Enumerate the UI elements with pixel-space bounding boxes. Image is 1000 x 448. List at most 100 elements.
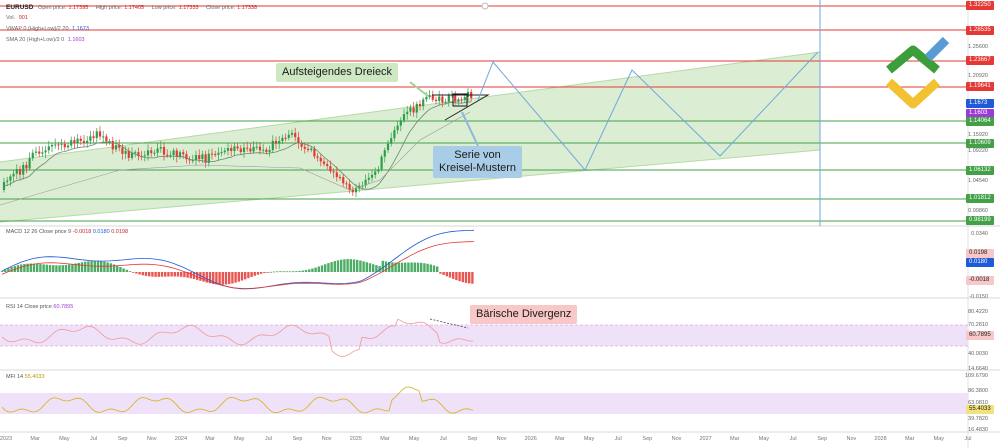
macd-histogram-bar — [61, 265, 64, 272]
candle-body — [390, 138, 393, 144]
mfi-tag: 55.4033 — [966, 405, 994, 414]
candle-body — [402, 114, 406, 121]
macd-histogram-bar — [381, 260, 384, 272]
time-tick: Jul — [964, 436, 972, 442]
rsi-tag: 60.7895 — [966, 331, 994, 340]
time-tick: May — [933, 436, 945, 442]
vwap-label: VWAP 0 (High+Low)/2 20 — [6, 26, 69, 32]
time-tick: Nov — [846, 436, 857, 442]
candle-body — [102, 136, 105, 138]
macd-histogram-bar — [352, 259, 356, 272]
divergence-callout[interactable]: Bärische Divergenz — [470, 305, 578, 324]
open-value: 1.17395 — [68, 5, 89, 11]
macd-histogram-bar — [36, 263, 39, 272]
macd-histogram-bar — [71, 263, 74, 272]
macd-hist-value: -0.0018 — [72, 229, 92, 235]
candle-body — [418, 103, 422, 107]
vwap-value: 1.1673 — [72, 26, 89, 32]
macd-histogram-bar — [135, 272, 138, 274]
macd-histogram-bar — [410, 262, 413, 272]
candle-body — [444, 101, 447, 103]
sma-line — [3, 101, 472, 190]
support-tag: 1.14064 — [966, 117, 994, 126]
candle-body — [425, 97, 428, 100]
candle-body — [108, 140, 111, 142]
high-value: 1.17405 — [124, 5, 145, 11]
candle-body — [182, 152, 185, 155]
macd-histogram-bar — [234, 272, 237, 283]
candle-body — [28, 158, 31, 169]
vwap-row[interactable]: VWAP 0 (High+Low)/2 20 1.1673 — [6, 26, 89, 32]
candle-body — [374, 171, 377, 175]
macd-tick: 0.0340 — [971, 231, 988, 237]
macd-histogram-bar — [90, 260, 93, 272]
candle-body — [383, 150, 386, 157]
candle-body — [25, 164, 28, 169]
macd-histogram-bar — [250, 272, 253, 277]
mfi-tick: 39.7820 — [968, 416, 988, 422]
macd-histogram-bar — [416, 262, 420, 272]
candle-body — [143, 155, 146, 157]
macd-histogram-bar — [132, 272, 135, 273]
candle-body — [422, 99, 425, 107]
candle-body — [319, 157, 322, 162]
candle-body — [198, 155, 201, 160]
candle-body — [457, 99, 460, 102]
macd-title[interactable]: MACD 12 26 Close price 9 -0.0018 0.0180 … — [6, 229, 128, 235]
macd-histogram-bar — [426, 263, 429, 272]
time-tick: May — [583, 436, 595, 442]
triangle-callout[interactable]: Aufsteigendes Dreieck — [276, 63, 399, 82]
macd-histogram-bar — [346, 259, 349, 272]
candle-body — [428, 95, 431, 98]
price-tick: 1.15920 — [968, 132, 988, 138]
serie-callout[interactable]: Serie von Kreisel-Mustern — [433, 146, 523, 178]
time-tick: Jul — [264, 436, 272, 442]
candle-body — [281, 137, 284, 142]
divergence-line — [429, 318, 469, 329]
candle-body — [463, 96, 466, 100]
candle-body — [66, 145, 70, 148]
channel-lower — [0, 149, 821, 223]
macd-histogram-bar — [279, 271, 282, 273]
macd-histogram-bar — [26, 263, 29, 272]
rsi-title[interactable]: RSI 14 Close price 60.7895 — [6, 304, 73, 310]
candle-body — [415, 103, 418, 113]
macd-histogram-bar — [148, 272, 151, 277]
candle-body — [191, 160, 194, 162]
forecast-path — [477, 51, 819, 171]
time-tick: 2025 — [349, 436, 362, 442]
macd-histogram-bar — [80, 262, 84, 272]
candle-body — [82, 140, 86, 143]
candle-body — [70, 140, 73, 146]
time-tick: Mar — [904, 436, 915, 442]
candle-body — [268, 150, 271, 153]
rising-channel — [0, 52, 820, 222]
time-tick: 2023 — [0, 436, 13, 442]
time-tick: Mar — [730, 436, 740, 442]
macd-histogram-bar — [196, 272, 199, 280]
macd-histogram-bar — [151, 272, 154, 277]
candle-body — [262, 149, 265, 151]
candle-body — [22, 164, 25, 175]
mfi-title[interactable]: MFI 14 55.4033 — [6, 374, 45, 380]
candle-body — [441, 96, 444, 103]
macd-histogram-bar — [228, 272, 231, 285]
resistance-tag: 1.19641 — [966, 82, 994, 91]
mfi-tick: 16.4830 — [968, 427, 988, 433]
macd-histogram-bar — [23, 263, 26, 272]
ascending-triangle — [432, 94, 490, 121]
sma-row[interactable]: SMA 20 (High+Low)/2 0 1.1603 — [6, 37, 85, 43]
candle-body — [201, 154, 204, 160]
candle-body — [300, 143, 303, 147]
macd-histogram-bar — [359, 260, 362, 272]
macd-histogram-bar — [7, 268, 10, 272]
candle-body — [271, 140, 274, 151]
candle-body — [111, 140, 114, 150]
macd-histogram-bar — [301, 270, 304, 272]
logo-green-chevron — [886, 45, 940, 74]
macd-histogram-bar — [0, 271, 4, 272]
macd-histogram-bar — [330, 262, 333, 272]
macd-histogram-bar — [448, 272, 452, 278]
macd-histogram-bar — [116, 265, 119, 272]
